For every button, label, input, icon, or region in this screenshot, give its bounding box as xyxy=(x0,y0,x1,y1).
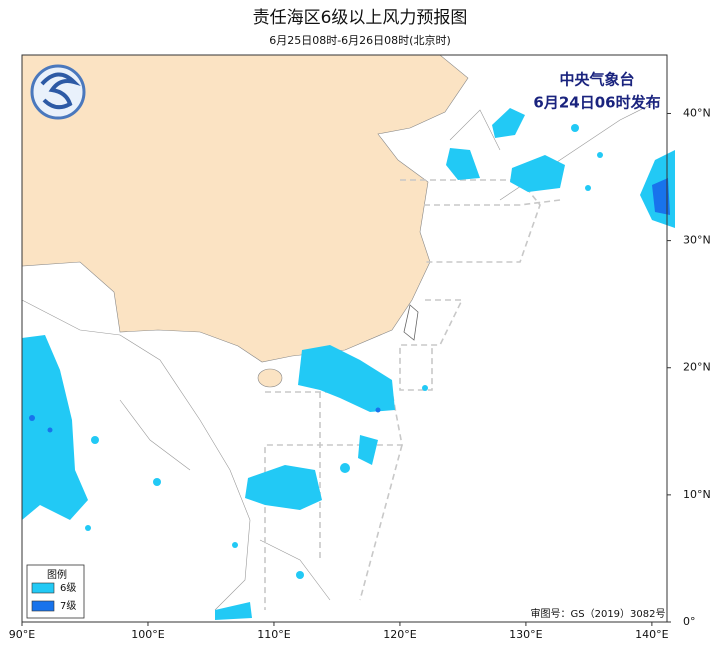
y-tick-label: 30°N xyxy=(683,234,711,247)
y-tick-label: 20°N xyxy=(683,361,711,374)
axes: 90°E 100°E 110°E 120°E 130°E 140°E 0° 10°N 20°N 3… xyxy=(9,106,711,641)
legend-swatch xyxy=(31,600,55,612)
legend-swatch xyxy=(31,582,55,594)
y-tick-label: 40°N xyxy=(683,106,711,119)
coastline xyxy=(21,99,661,611)
x-tick-label: 130°E xyxy=(509,628,542,641)
sea-area-boundary xyxy=(264,179,561,610)
logo xyxy=(30,64,86,120)
taiwan xyxy=(403,304,419,341)
wind-7 xyxy=(29,178,670,433)
issue-time: 6月24日06时发布 xyxy=(533,94,660,112)
y-tick-label: 0° xyxy=(683,615,696,628)
title: 责任海区6级以上风力预报图 xyxy=(253,8,468,28)
issuer: 中央气象台 xyxy=(559,71,634,89)
x-tick-label: 110°E xyxy=(257,628,290,641)
x-tick-label: 120°E xyxy=(383,628,416,641)
hainan xyxy=(257,368,283,388)
x-tick-label: 90°E xyxy=(9,628,35,641)
legend-title: 图例 xyxy=(47,568,67,581)
subtitle: 6月25日08时-6月26日08时(北京时) xyxy=(269,33,451,47)
y-tick-label: 10°N xyxy=(683,488,711,501)
map-area xyxy=(21,54,675,623)
legend-label: 7级 xyxy=(60,600,76,612)
legend: 图例 6级 7级 xyxy=(26,564,85,619)
x-tick-label: 140°E xyxy=(635,628,668,641)
china-land xyxy=(21,54,469,363)
legend-items: 6级 7级 xyxy=(31,582,76,612)
wind-6 xyxy=(22,108,675,620)
approval-number: 审图号：GS（2019）3082号 xyxy=(531,607,666,620)
legend-label: 6级 xyxy=(60,582,76,594)
map-frame xyxy=(21,54,668,623)
x-tick-label: 100°E xyxy=(131,628,164,641)
